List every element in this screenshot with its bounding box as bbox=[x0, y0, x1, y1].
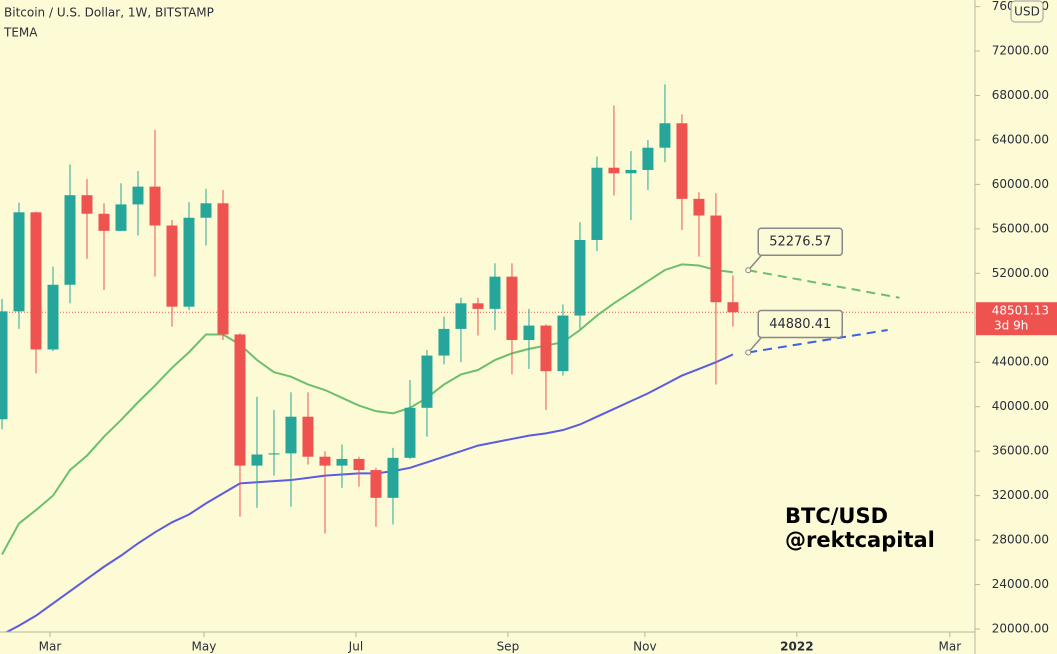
candle-body bbox=[489, 276, 501, 309]
candle-body bbox=[64, 195, 76, 285]
indicator-line bbox=[1, 263, 734, 556]
candle-body bbox=[132, 186, 144, 205]
y-tick-label: 28000.00 bbox=[992, 533, 1049, 547]
watermark: @rektcapital bbox=[785, 528, 935, 552]
y-tick-label: 52000.00 bbox=[992, 266, 1049, 280]
projection-line bbox=[748, 329, 888, 354]
candle-body bbox=[353, 458, 365, 471]
candle-body bbox=[13, 212, 25, 312]
x-tick-label: Mar bbox=[939, 640, 962, 654]
countdown-label: 3d 9h bbox=[994, 319, 1028, 333]
candle-body bbox=[421, 355, 433, 408]
candle-body bbox=[98, 213, 110, 231]
x-tick-label: Mar bbox=[39, 640, 62, 654]
candle-body bbox=[115, 204, 127, 231]
candle-body bbox=[47, 284, 59, 350]
candle-body bbox=[540, 325, 552, 372]
candle-body bbox=[506, 276, 518, 341]
callout-box bbox=[757, 227, 843, 256]
candle-body bbox=[30, 212, 42, 350]
projection-line bbox=[748, 269, 900, 299]
candle-body bbox=[625, 169, 637, 174]
candle-body bbox=[659, 123, 671, 148]
candle-body bbox=[387, 457, 399, 498]
callout-label: 52276.57 bbox=[769, 235, 831, 250]
price-label: 48501.13 bbox=[992, 304, 1049, 318]
candle-body bbox=[676, 123, 688, 199]
candle-body bbox=[0, 311, 8, 420]
candle-body bbox=[200, 203, 212, 218]
price-badge bbox=[976, 302, 1057, 336]
y-tick-label: 44000.00 bbox=[992, 355, 1049, 369]
y-tick-label: 68000.00 bbox=[992, 88, 1049, 102]
candle-body bbox=[268, 453, 280, 455]
chart-title: Bitcoin / U.S. Dollar, 1W, BITSTAMP bbox=[4, 6, 214, 20]
y-tick-label: 36000.00 bbox=[992, 444, 1049, 458]
candle-body bbox=[455, 303, 467, 329]
candle-body bbox=[557, 315, 569, 372]
candle-body bbox=[472, 303, 484, 309]
axes: Mar May Jul Sep Nov 2022 Mar bbox=[39, 6, 980, 654]
candle-body bbox=[693, 198, 705, 216]
x-tick-label: Nov bbox=[633, 640, 656, 654]
candle-body bbox=[251, 454, 263, 466]
x-tick-label: Sep bbox=[497, 640, 520, 654]
x-tick-label: May bbox=[192, 640, 217, 654]
candle-body bbox=[642, 147, 654, 170]
candle-body bbox=[438, 328, 450, 356]
candle-body bbox=[149, 186, 161, 226]
y-tick-label: 72000.00 bbox=[992, 44, 1049, 58]
candle-body bbox=[710, 215, 722, 303]
y-tick-label: 60000.00 bbox=[992, 177, 1049, 191]
callout-anchor bbox=[745, 267, 752, 274]
x-tick-label: Jul bbox=[348, 640, 363, 654]
callout-anchor bbox=[745, 349, 752, 356]
indicator-line bbox=[4, 353, 734, 632]
candle-body bbox=[183, 217, 195, 307]
candle-body bbox=[81, 195, 93, 214]
candle-body bbox=[234, 334, 246, 466]
candle-body bbox=[608, 167, 620, 174]
plot-area: 52276.57 44880.41 bbox=[0, 84, 975, 632]
candle-body bbox=[370, 470, 382, 498]
callout-pointer bbox=[747, 253, 763, 271]
candle-body bbox=[166, 225, 178, 307]
candle-body bbox=[574, 239, 586, 316]
y-tick-label: 56000.00 bbox=[992, 221, 1049, 235]
candle-body bbox=[285, 416, 297, 454]
y-tick-label: 20000.00 bbox=[992, 621, 1049, 635]
candle-body bbox=[523, 325, 535, 341]
candle-body bbox=[591, 167, 603, 240]
candle-body bbox=[217, 203, 229, 335]
y-tick-label: 64000.00 bbox=[992, 132, 1049, 146]
callout-label: 44880.41 bbox=[769, 317, 831, 332]
callout-box bbox=[757, 309, 843, 339]
y-tick-label: 24000.00 bbox=[992, 577, 1049, 591]
callout-pointer bbox=[747, 335, 763, 353]
y-tick-label: 32000.00 bbox=[992, 488, 1049, 502]
indicator-label: TEMA bbox=[3, 26, 38, 40]
y-tick-label: 40000.00 bbox=[992, 399, 1049, 413]
candle-body bbox=[302, 416, 314, 457]
x-tick-label: 2022 bbox=[780, 640, 813, 654]
currency-label[interactable]: USD bbox=[1014, 5, 1040, 19]
currency-badge[interactable] bbox=[1010, 0, 1044, 23]
candle-body bbox=[727, 302, 739, 313]
candle-body bbox=[319, 456, 331, 466]
candle-body bbox=[336, 458, 348, 466]
watermark: BTC/USD bbox=[785, 504, 888, 528]
candle-body bbox=[404, 407, 416, 458]
